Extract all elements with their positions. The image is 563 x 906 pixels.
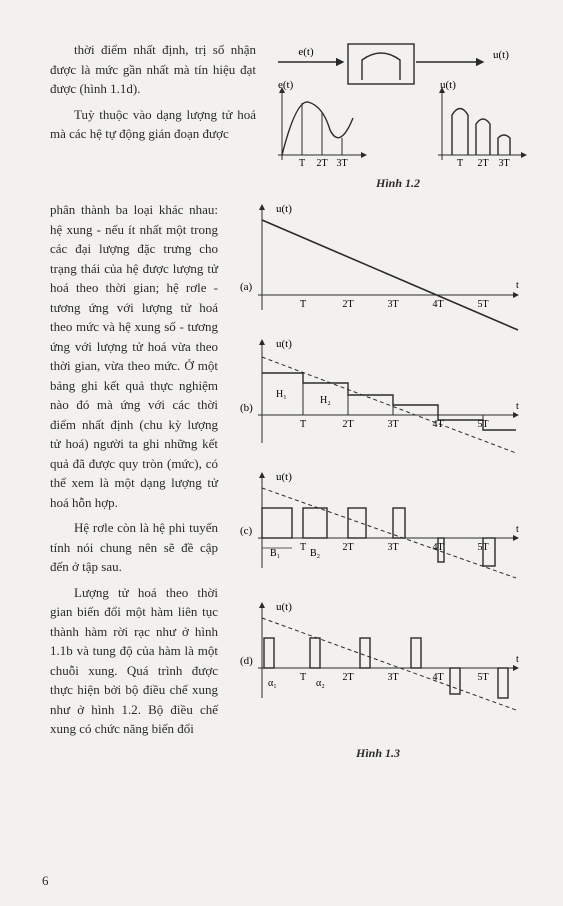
svg-text:2T: 2T	[342, 542, 353, 553]
svg-text:T: T	[299, 158, 305, 169]
svg-text:4T: 4T	[432, 299, 443, 310]
svg-text:5T: 5T	[477, 419, 488, 430]
svg-text:B₁: B₁	[270, 548, 280, 559]
svg-text:4T: 4T	[432, 419, 443, 430]
svg-text:3T: 3T	[387, 542, 398, 553]
svg-text:5T: 5T	[477, 299, 488, 310]
fig12-caption: Hình 1.2	[268, 174, 528, 192]
svg-text:2T: 2T	[316, 158, 327, 169]
svg-text:(a): (a)	[240, 281, 253, 293]
fig13-svg: u(t) (a) t T 2T 3T 4T 5T u(t) (b)	[228, 200, 528, 740]
fig12-svg: e(t) u(t) e(t) T 2T 3T u(t)	[268, 40, 528, 170]
svg-text:α₂: α₂	[316, 678, 325, 689]
label-et2: e(t)	[278, 79, 294, 91]
svg-text:3T: 3T	[387, 419, 398, 430]
page-number: 6	[42, 871, 49, 891]
svg-text:3T: 3T	[387, 299, 398, 310]
svg-text:t: t	[516, 280, 519, 291]
svg-text:2T: 2T	[342, 419, 353, 430]
svg-text:u(t): u(t)	[276, 338, 292, 350]
svg-text:T: T	[300, 299, 306, 310]
svg-text:(d): (d)	[240, 655, 253, 667]
svg-text:u(t): u(t)	[276, 601, 292, 613]
fig13-caption: Hình 1.3	[228, 744, 528, 762]
svg-text:3T: 3T	[498, 158, 509, 169]
svg-text:2T: 2T	[477, 158, 488, 169]
svg-text:T: T	[300, 542, 306, 553]
svg-text:(b): (b)	[240, 402, 253, 414]
figure-1-2: e(t) u(t) e(t) T 2T 3T u(t)	[268, 40, 528, 192]
svg-text:t: t	[516, 401, 519, 412]
svg-text:2T: 2T	[342, 672, 353, 683]
page: e(t) u(t) e(t) T 2T 3T u(t)	[50, 40, 528, 762]
svg-text:3T: 3T	[336, 158, 347, 169]
svg-text:H₂: H₂	[320, 395, 331, 406]
svg-text:H₁: H₁	[276, 389, 287, 400]
svg-text:T: T	[300, 672, 306, 683]
svg-text:α₁: α₁	[268, 678, 277, 689]
svg-text:3T: 3T	[387, 672, 398, 683]
svg-text:T: T	[457, 158, 463, 169]
svg-text:u(t): u(t)	[276, 203, 292, 215]
label-ut-top: u(t)	[493, 49, 509, 61]
svg-text:4T: 4T	[432, 542, 443, 553]
svg-text:4T: 4T	[432, 672, 443, 683]
svg-text:t: t	[516, 654, 519, 665]
svg-text:(c): (c)	[240, 525, 253, 537]
svg-text:B₂: B₂	[310, 548, 320, 559]
svg-text:2T: 2T	[342, 299, 353, 310]
svg-text:t: t	[516, 524, 519, 535]
svg-text:5T: 5T	[477, 672, 488, 683]
svg-text:5T: 5T	[477, 542, 488, 553]
figure-1-3: u(t) (a) t T 2T 3T 4T 5T u(t) (b)	[228, 200, 528, 762]
svg-text:T: T	[300, 419, 306, 430]
svg-text:u(t): u(t)	[276, 471, 292, 483]
label-et: e(t)	[298, 46, 314, 58]
